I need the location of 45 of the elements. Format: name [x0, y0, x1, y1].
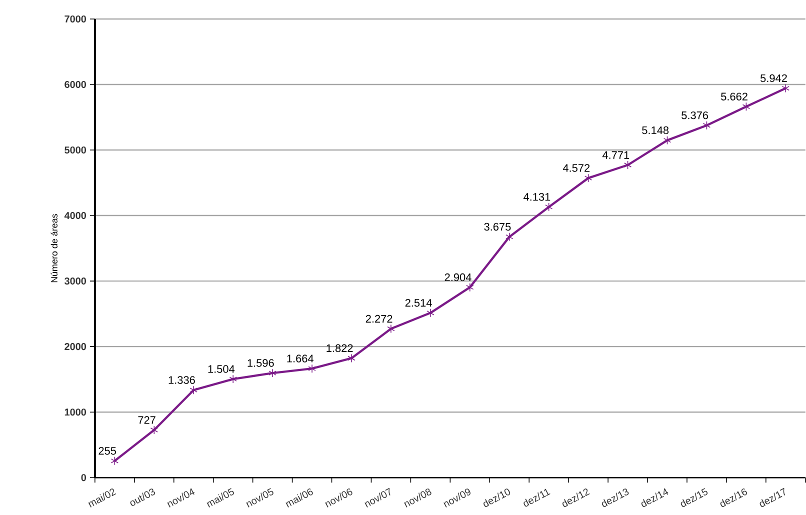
point — [624, 160, 632, 170]
data-label: 4.771 — [602, 152, 630, 160]
point — [506, 232, 514, 242]
point — [190, 386, 198, 395]
data-label: 2.272 — [366, 315, 392, 323]
point — [702, 121, 711, 130]
point — [584, 174, 592, 183]
y-tick-label: 0 — [81, 474, 86, 482]
point — [466, 283, 474, 292]
y-axis-title: Número de áreas — [50, 214, 58, 282]
data-label: 5.662 — [721, 92, 748, 101]
y-tick-label: 1000 — [64, 408, 86, 416]
data-label: 1.336 — [168, 376, 195, 384]
point — [742, 102, 750, 112]
point — [544, 202, 553, 212]
point — [268, 368, 276, 378]
y-tick-label: 3000 — [64, 278, 86, 285]
y-tick-label: 2000 — [64, 343, 86, 350]
data-label: 727 — [138, 416, 156, 424]
point — [348, 354, 356, 363]
data-label: 255 — [98, 447, 116, 455]
y-tick-label: 7000 — [64, 16, 86, 23]
point — [150, 426, 158, 435]
data-label: 5.148 — [642, 126, 669, 134]
point — [663, 136, 672, 145]
point — [426, 308, 434, 318]
data-label: 1.596 — [248, 359, 274, 368]
point — [387, 324, 395, 334]
data-label: 5.376 — [682, 112, 708, 120]
data-label: 1.504 — [208, 365, 235, 374]
data-label: 2.904 — [444, 274, 472, 282]
data-label: 1.822 — [326, 344, 353, 352]
data-label: 4.131 — [523, 193, 550, 201]
data-label: 1.664 — [287, 354, 314, 363]
y-tick-label: 4000 — [64, 212, 86, 220]
data-label: 3.675 — [484, 223, 511, 231]
point — [110, 456, 119, 466]
point — [782, 84, 790, 93]
point — [229, 374, 237, 384]
data-label: 5.942 — [760, 74, 787, 82]
data-label: 4.572 — [562, 164, 590, 172]
point — [308, 364, 316, 374]
y-tick-label: 5000 — [64, 146, 86, 154]
data-label: 2.514 — [405, 299, 432, 307]
y-tick-label: 6000 — [64, 81, 86, 88]
